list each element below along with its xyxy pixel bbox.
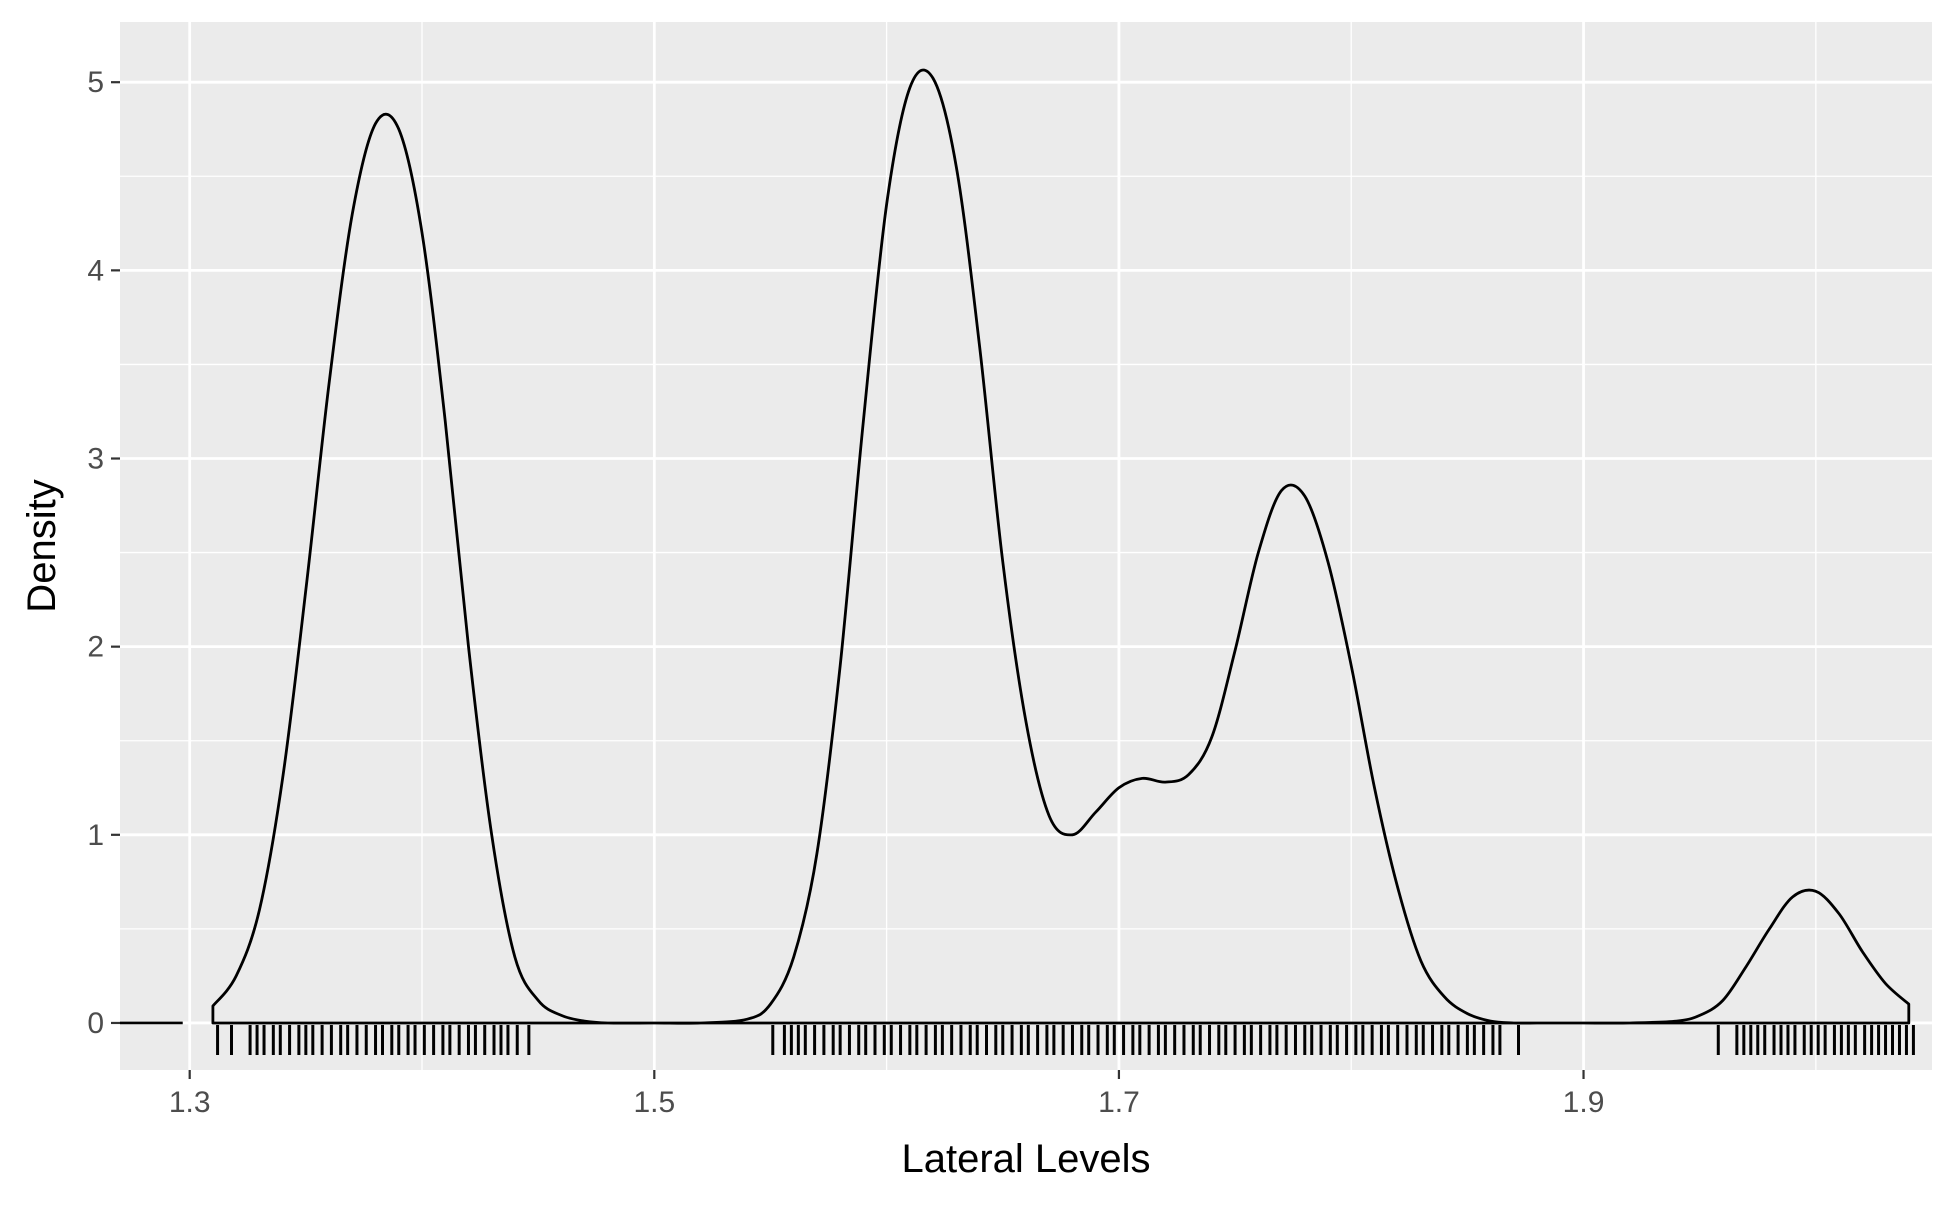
axes: 1.3 1.5 1.7 1.9 0 1 2 3 4 5 — [87, 66, 1604, 1119]
y-tick-label: 3 — [87, 443, 104, 476]
x-tick-label: 1.9 — [1563, 1086, 1605, 1119]
x-axis-label: Lateral Levels — [901, 1137, 1150, 1181]
y-tick-label: 1 — [87, 819, 104, 852]
y-tick-label: 5 — [87, 66, 104, 99]
y-axis-label: Density — [20, 479, 64, 612]
x-tick-label: 1.5 — [633, 1086, 675, 1119]
y-tick-label: 4 — [87, 254, 104, 287]
x-tick-label: 1.3 — [169, 1086, 211, 1119]
density-series — [120, 68, 1911, 1025]
density-line — [211, 68, 1911, 1025]
rug-marks — [216, 1025, 1915, 1055]
x-tick-label: 1.7 — [1098, 1086, 1140, 1119]
plot-panel — [120, 22, 1932, 1070]
y-tick-label: 2 — [87, 631, 104, 664]
y-tick-label: 0 — [87, 1007, 104, 1040]
